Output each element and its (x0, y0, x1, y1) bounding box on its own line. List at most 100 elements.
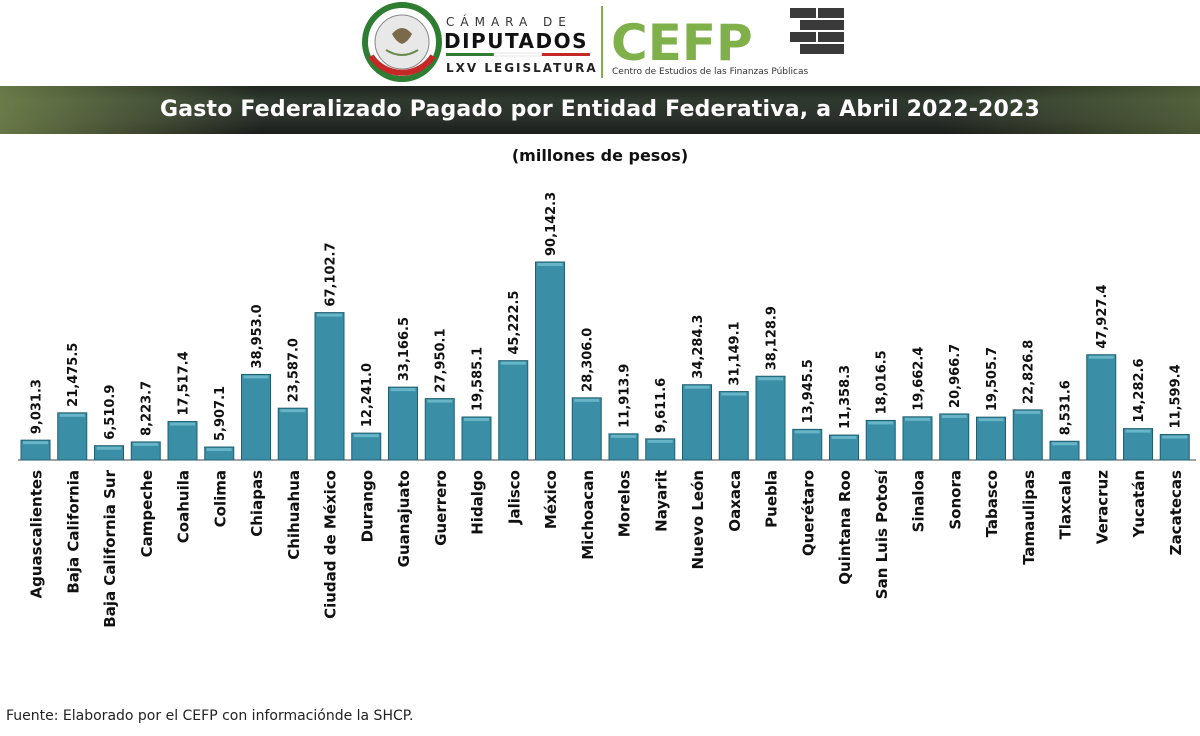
category-label-7: Chihuahua (285, 470, 303, 560)
value-label-26: 19,505.7 (985, 347, 1000, 411)
value-label-15: 28,306.0 (581, 328, 596, 392)
bar-29 (1086, 354, 1117, 461)
bar-highlight-31 (1162, 435, 1188, 439)
category-label-2: Baja California Sur (101, 469, 119, 627)
value-label-25: 20,966.7 (948, 344, 963, 408)
bar-highlight-17 (647, 439, 673, 443)
bar-highlight-14 (537, 263, 563, 266)
bar-highlight-7 (280, 409, 306, 413)
category-label-20: Puebla (763, 470, 781, 528)
value-label-19: 31,149.1 (728, 321, 743, 385)
bar-24 (902, 416, 933, 461)
bar-highlight-10 (390, 388, 416, 392)
bar-30 (1123, 428, 1153, 461)
value-label-17: 9,611.6 (654, 378, 669, 433)
bar-highlight-20 (758, 377, 783, 381)
bar-highlight-13 (500, 361, 526, 365)
bar-highlight-30 (1125, 429, 1151, 433)
category-label-3: Campeche (138, 470, 156, 557)
bar-highlight-24 (905, 417, 930, 421)
category-label-31: Zacatecas (1167, 470, 1185, 555)
title-banner: Gasto Federalizado Pagado por Entidad Fe… (0, 86, 1200, 134)
bar-31 (1159, 434, 1190, 461)
bar-highlight-4 (170, 422, 195, 426)
bar-highlight-0 (23, 441, 48, 445)
value-label-0: 9,031.3 (30, 379, 45, 434)
camara-line: CÁMARA DE (446, 14, 572, 29)
bar-28 (1049, 440, 1080, 461)
category-label-30: Yucatán (1130, 470, 1148, 538)
category-label-27: Tamaulipas (1020, 470, 1038, 565)
bar-7 (277, 407, 308, 461)
bar-highlight-29 (1088, 355, 1114, 359)
bar-25 (939, 413, 970, 461)
bar-highlight-18 (684, 385, 710, 389)
header-logos: CÁMARA DE DIPUTADOS LXV LEGISLATURA CEFP… (362, 2, 844, 82)
category-label-0: Aguascalientes (28, 470, 46, 599)
value-label-24: 19,662.4 (912, 347, 927, 411)
bar-highlight-19 (721, 392, 747, 396)
bar-6 (241, 373, 271, 461)
category-label-4: Coahuila (175, 470, 193, 543)
value-label-10: 33,166.5 (397, 317, 412, 381)
value-label-13: 45,222.5 (507, 291, 522, 355)
value-label-12: 19,585.1 (471, 347, 486, 411)
bar-20 (755, 375, 786, 461)
value-label-4: 17,517.4 (177, 351, 192, 415)
category-label-6: Chiapas (248, 470, 266, 537)
category-label-17: Nayarit (652, 470, 670, 532)
cefp-grid-icon (790, 6, 844, 62)
bar-highlight-8 (317, 313, 342, 317)
value-label-9: 12,241.0 (360, 363, 375, 427)
bar-14 (535, 261, 565, 461)
category-label-18: Nuevo León (689, 470, 707, 569)
bar-highlight-21 (794, 430, 820, 434)
bar-3 (130, 441, 161, 461)
category-label-11: Guerrero (432, 470, 450, 546)
bar-highlight-16 (611, 434, 636, 438)
value-label-31: 11,599.4 (1169, 364, 1184, 428)
value-label-8: 67,102.7 (324, 242, 339, 306)
bar-highlight-28 (1052, 442, 1077, 446)
camara-diputados-seal-icon (362, 2, 442, 82)
cefp-logo-text: CEFP (611, 14, 753, 72)
category-label-13: Jalisco (505, 470, 523, 525)
category-label-10: Guanajuato (395, 470, 413, 567)
bar-highlight-12 (464, 417, 489, 421)
chart-title: Gasto Federalizado Pagado por Entidad Fe… (159, 97, 1041, 122)
value-label-6: 38,953.0 (250, 304, 265, 368)
value-label-5: 5,907.1 (213, 386, 228, 441)
value-label-21: 13,945.5 (801, 359, 816, 423)
bar-4 (167, 421, 198, 461)
bar-highlight-25 (941, 414, 967, 418)
value-label-27: 22,826.8 (1022, 340, 1037, 404)
bar-21 (792, 428, 823, 461)
value-label-7: 23,587.0 (287, 338, 302, 402)
value-label-30: 14,282.6 (1132, 358, 1147, 422)
category-label-24: Sinaloa (910, 470, 928, 532)
bar-highlight-23 (868, 421, 894, 425)
bar-22 (829, 434, 859, 461)
bar-highlight-27 (1015, 410, 1041, 414)
legislatura-line: LXV LEGISLATURA (446, 61, 598, 75)
category-label-26: Tabasco (983, 470, 1001, 537)
value-label-23: 18,016.5 (875, 350, 890, 414)
value-label-18: 34,284.3 (691, 315, 706, 379)
bar-highlight-1 (59, 413, 85, 417)
value-label-11: 27,950.1 (434, 328, 449, 392)
bar-16 (608, 433, 639, 461)
value-label-2: 6,510.9 (103, 385, 118, 440)
bar-highlight-3 (133, 442, 159, 446)
bar-highlight-9 (353, 434, 379, 438)
chart-subtitle: (millones de pesos) (511, 146, 689, 165)
value-label-28: 8,531.6 (1059, 380, 1074, 435)
category-label-19: Oaxaca (726, 470, 744, 532)
bar-15 (571, 397, 602, 461)
bar-19 (718, 391, 749, 461)
value-label-14: 90,142.3 (544, 192, 559, 256)
category-label-12: Hidalgo (469, 470, 487, 535)
bar-17 (645, 438, 676, 461)
bar-10 (388, 386, 418, 461)
category-label-28: Tlaxcala (1057, 470, 1075, 539)
